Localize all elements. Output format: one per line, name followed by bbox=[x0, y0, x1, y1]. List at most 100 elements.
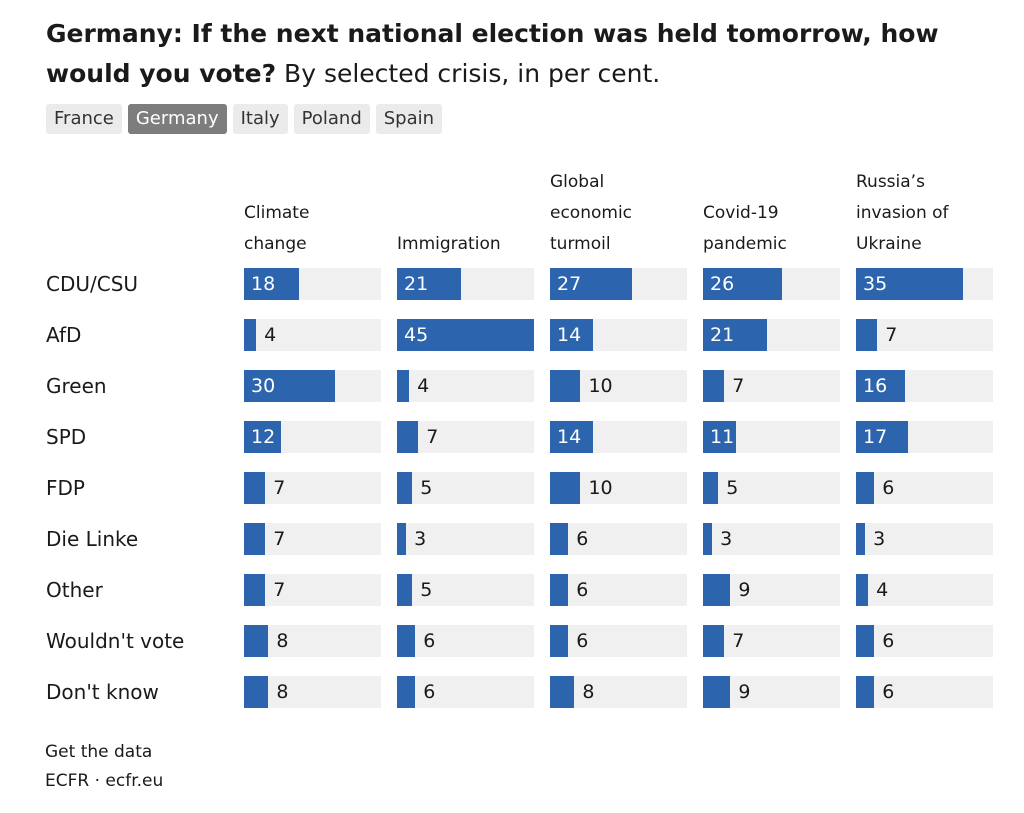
value-label: 35 bbox=[863, 273, 888, 295]
bar bbox=[550, 574, 569, 606]
value-label: 3 bbox=[873, 528, 886, 550]
row-label: Green bbox=[46, 374, 107, 398]
bar-track bbox=[856, 472, 993, 504]
bar-track bbox=[856, 574, 993, 606]
bar-track bbox=[550, 523, 687, 555]
value-label: 8 bbox=[276, 681, 289, 703]
row-label: Other bbox=[46, 578, 103, 602]
value-label: 6 bbox=[882, 681, 895, 703]
tab[interactable]: Italy bbox=[232, 104, 288, 134]
column-header-wrap: Global economic turmoil bbox=[550, 160, 690, 260]
column-header: Global economic turmoil bbox=[550, 172, 633, 254]
column-header-wrap: Immigration bbox=[397, 160, 537, 260]
bar bbox=[397, 370, 410, 402]
bar bbox=[703, 370, 725, 402]
value-label: 16 bbox=[863, 375, 888, 397]
value-label: 4 bbox=[417, 375, 430, 397]
value-label: 7 bbox=[885, 324, 898, 346]
bar-track bbox=[244, 319, 381, 351]
bar-track bbox=[397, 523, 534, 555]
bar bbox=[703, 319, 767, 351]
column-header: Covid-19 pandemic bbox=[703, 203, 787, 254]
tab[interactable]: Spain bbox=[375, 104, 443, 134]
value-label: 21 bbox=[404, 273, 429, 295]
bar-track bbox=[397, 472, 534, 504]
bar bbox=[397, 676, 416, 708]
value-label: 11 bbox=[710, 426, 735, 448]
bar-track bbox=[397, 421, 534, 453]
bar bbox=[856, 676, 875, 708]
tab[interactable]: Germany bbox=[127, 104, 227, 134]
bar-track bbox=[397, 370, 534, 402]
source: ECFR · ecfr.eu bbox=[45, 771, 164, 791]
bar-track bbox=[550, 625, 687, 657]
bar bbox=[550, 625, 569, 657]
value-label: 7 bbox=[273, 528, 286, 550]
row-label: Wouldn't vote bbox=[46, 629, 185, 653]
bar bbox=[703, 421, 737, 453]
column-header-wrap: Climate change bbox=[244, 160, 384, 260]
bar-track bbox=[703, 625, 840, 657]
bar bbox=[856, 421, 908, 453]
bar bbox=[397, 268, 461, 300]
bar bbox=[856, 319, 878, 351]
bar bbox=[244, 268, 299, 300]
value-label: 5 bbox=[726, 477, 739, 499]
bar bbox=[397, 523, 407, 555]
bar-track bbox=[244, 523, 381, 555]
bar-track bbox=[856, 523, 993, 555]
value-label: 3 bbox=[414, 528, 427, 550]
bar bbox=[856, 523, 866, 555]
value-label: 9 bbox=[738, 681, 751, 703]
row-label: Die Linke bbox=[46, 527, 139, 551]
bar-track bbox=[856, 676, 993, 708]
column-header-wrap: Covid-19 pandemic bbox=[703, 160, 843, 260]
value-label: 4 bbox=[876, 579, 889, 601]
value-label: 14 bbox=[557, 426, 582, 448]
value-label: 6 bbox=[882, 630, 895, 652]
bar bbox=[397, 319, 534, 351]
bar bbox=[856, 268, 963, 300]
bar bbox=[856, 625, 875, 657]
tab[interactable]: Poland bbox=[293, 104, 370, 134]
bar bbox=[397, 472, 413, 504]
value-label: 6 bbox=[423, 681, 436, 703]
bar bbox=[550, 268, 633, 300]
value-label: 17 bbox=[863, 426, 888, 448]
row-label: FDP bbox=[46, 476, 85, 500]
value-label: 6 bbox=[576, 528, 589, 550]
bar bbox=[244, 574, 266, 606]
bar bbox=[856, 472, 875, 504]
value-label: 7 bbox=[273, 579, 286, 601]
bar bbox=[244, 523, 266, 555]
value-label: 27 bbox=[557, 273, 582, 295]
bar-track bbox=[856, 319, 993, 351]
bar-track bbox=[703, 472, 840, 504]
value-label: 8 bbox=[276, 630, 289, 652]
data-link[interactable]: Get the data bbox=[45, 742, 153, 762]
bar-track bbox=[703, 370, 840, 402]
tab[interactable]: France bbox=[46, 104, 122, 134]
bar bbox=[703, 676, 731, 708]
bar bbox=[703, 523, 713, 555]
bar-track bbox=[856, 625, 993, 657]
bar-track bbox=[244, 574, 381, 606]
value-label: 6 bbox=[576, 579, 589, 601]
value-label: 18 bbox=[251, 273, 276, 295]
tab-bar: France Germany Italy Poland Spain bbox=[46, 104, 443, 134]
bar bbox=[550, 676, 575, 708]
bar bbox=[703, 472, 719, 504]
bar-track bbox=[703, 523, 840, 555]
value-label: 7 bbox=[273, 477, 286, 499]
bar bbox=[550, 421, 593, 453]
column-header: Climate change bbox=[244, 203, 310, 254]
value-label: 5 bbox=[420, 477, 433, 499]
value-label: 45 bbox=[404, 324, 429, 346]
row-label: Don't know bbox=[46, 680, 159, 704]
bar bbox=[703, 574, 731, 606]
subtitle: By selected crisis, in per cent. bbox=[284, 59, 661, 88]
bar bbox=[397, 421, 419, 453]
value-label: 9 bbox=[738, 579, 751, 601]
bar-track bbox=[244, 472, 381, 504]
